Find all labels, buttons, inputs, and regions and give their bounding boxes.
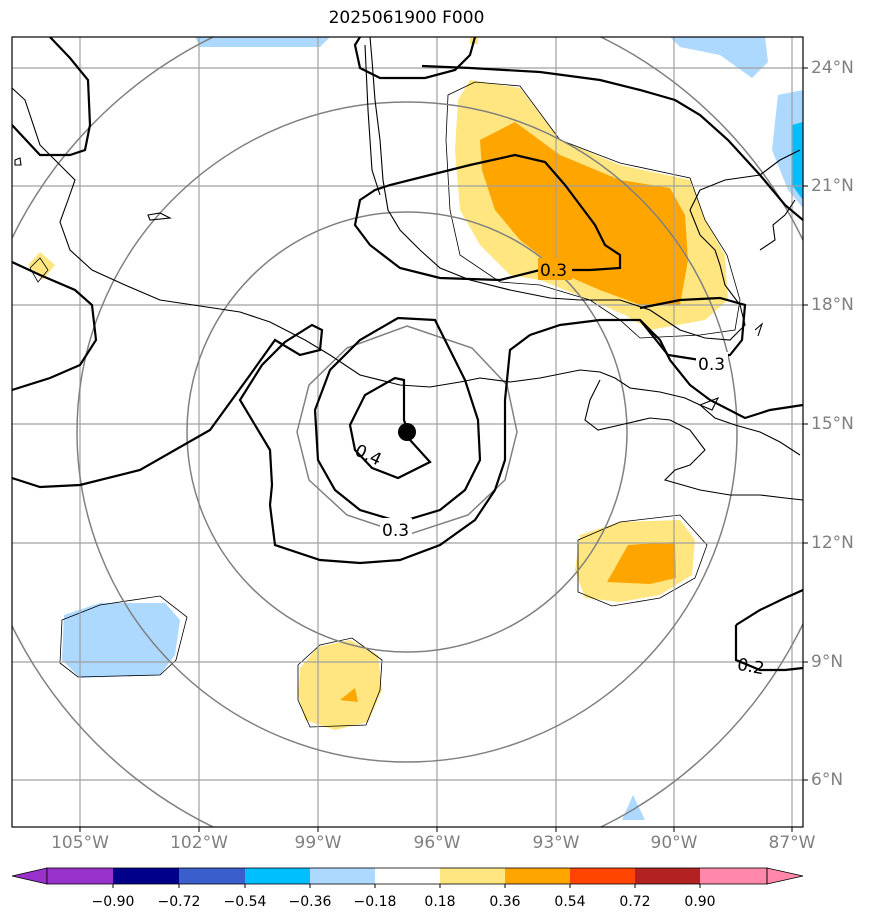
colorbar-label: −0.18 — [353, 894, 397, 910]
lat-label: 21°N — [811, 176, 854, 196]
lon-label: 87°W — [768, 833, 816, 853]
colorbar-label: −0.54 — [223, 894, 267, 910]
contour-label: 0.3 — [382, 521, 409, 541]
lon-label: 93°W — [532, 833, 580, 853]
colorbar-label: −0.90 — [91, 894, 135, 910]
contour-label: 0.4 — [352, 441, 385, 471]
lon-ticks — [79, 827, 793, 832]
storm-center-icon — [398, 423, 416, 441]
contour-label-group: 0.3 0.3 0.4 0.3 0.2 — [352, 258, 766, 679]
contour-label: 0.2 — [736, 655, 766, 679]
shaded-field-negative — [62, 37, 803, 820]
coastlines — [12, 37, 803, 501]
lat-label: 12°N — [811, 533, 854, 553]
lon-label: 90°W — [650, 833, 698, 853]
lon-label: 96°W — [413, 833, 461, 853]
colorbar-label: 0.36 — [489, 894, 521, 910]
map-frame — [11, 36, 804, 828]
colorbar-label: 0.72 — [619, 894, 651, 910]
lat-label: 6°N — [811, 770, 844, 790]
colorbar — [11, 867, 804, 888]
colorbar-label: 0.90 — [684, 894, 716, 910]
shading-outline — [29, 81, 741, 728]
shaded-field-positive — [28, 37, 728, 730]
graticule — [12, 37, 803, 827]
colorbar-label: −0.72 — [157, 894, 201, 910]
lon-label: 99°W — [294, 833, 342, 853]
lat-label: 9°N — [811, 652, 844, 672]
colorbar-label: −0.36 — [288, 894, 332, 910]
lat-label: 15°N — [811, 414, 854, 434]
range-rings — [12, 37, 803, 827]
colorbar-label: 0.18 — [424, 894, 456, 910]
map-title: 2025061900 F000 — [328, 8, 485, 28]
contour-label: 0.3 — [540, 261, 567, 281]
lon-label: 105°W — [51, 833, 109, 853]
lat-label: 24°N — [811, 58, 854, 78]
lat-label: 18°N — [811, 295, 854, 315]
colorbar-label: 0.54 — [554, 894, 586, 910]
contour-label: 0.3 — [698, 355, 725, 375]
lon-label: 102°W — [170, 833, 228, 853]
lat-ticks — [803, 67, 808, 781]
